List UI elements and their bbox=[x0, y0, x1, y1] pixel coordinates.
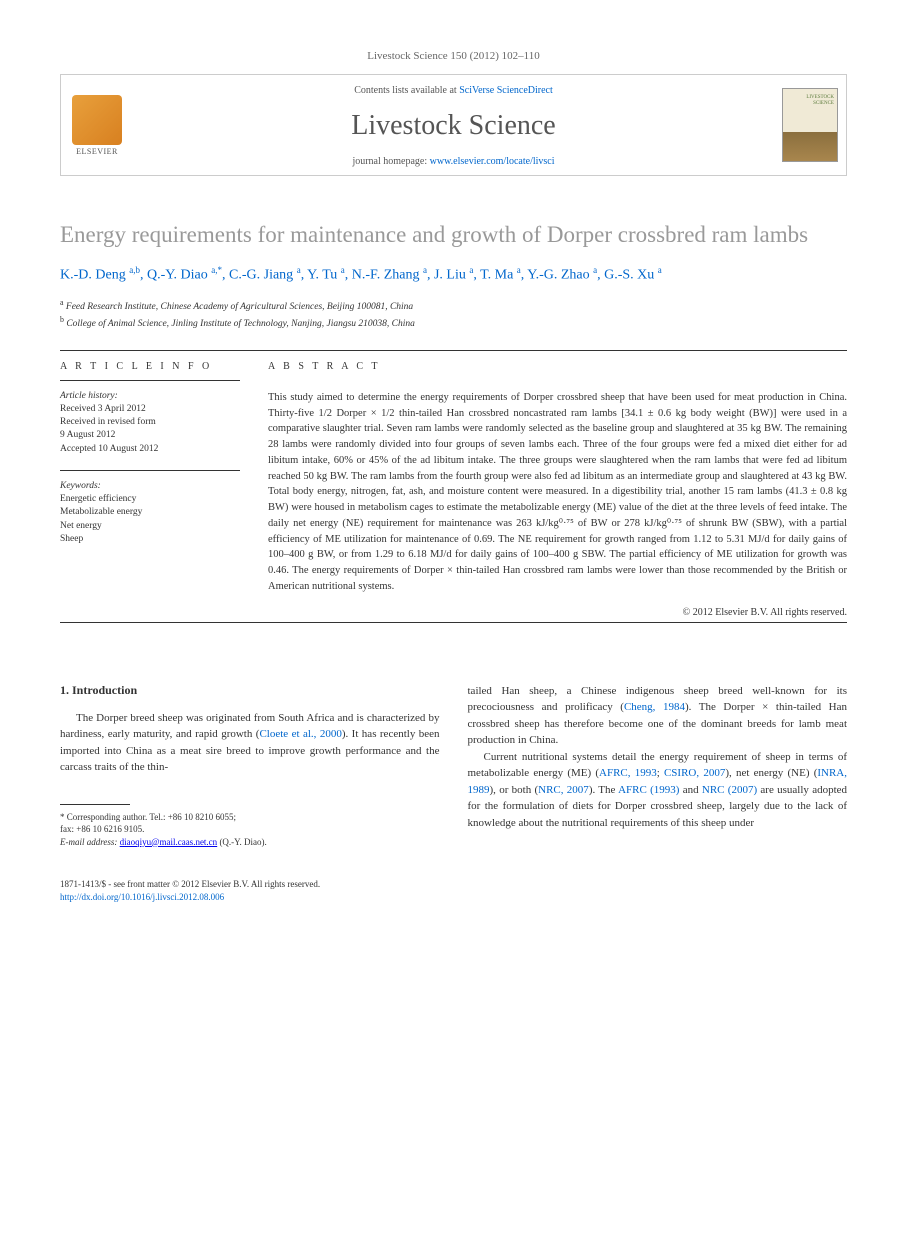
info-divider bbox=[60, 470, 240, 471]
right-column: tailed Han sheep, a Chinese indigenous s… bbox=[468, 683, 848, 849]
keyword: Net energy bbox=[60, 520, 240, 533]
homepage-line: journal homepage: www.elsevier.com/locat… bbox=[133, 156, 774, 167]
article-info-column: A R T I C L E I N F O Article history: R… bbox=[60, 351, 240, 618]
abstract-text: This study aimed to determine the energy… bbox=[268, 390, 847, 595]
citation-link[interactable]: CSIRO, 2007 bbox=[664, 767, 725, 779]
footnote-separator bbox=[60, 804, 130, 805]
keywords-label: Keywords: bbox=[60, 481, 240, 491]
revised-date-2: 9 August 2012 bbox=[60, 429, 240, 442]
contents-prefix: Contents lists available at bbox=[354, 85, 459, 96]
homepage-link[interactable]: www.elsevier.com/locate/livsci bbox=[430, 156, 555, 167]
article-info-heading: A R T I C L E I N F O bbox=[60, 351, 240, 381]
sciencedirect-link[interactable]: SciVerse ScienceDirect bbox=[459, 85, 553, 96]
elsevier-label: ELSEVIER bbox=[76, 147, 118, 156]
abstract-column: A B S T R A C T This study aimed to dete… bbox=[268, 351, 847, 618]
authors-line: K.-D. Deng a,b, Q.-Y. Diao a,*, C.-G. Ji… bbox=[60, 264, 847, 285]
header-center: Contents lists available at SciVerse Sci… bbox=[133, 75, 774, 175]
journal-header-box: ELSEVIER Contents lists available at Sci… bbox=[60, 74, 847, 176]
homepage-prefix: journal homepage: bbox=[352, 156, 429, 167]
email-link[interactable]: diaoqiyu@mail.caas.net.cn bbox=[120, 837, 218, 847]
issn-line: 1871-1413/$ - see front matter © 2012 El… bbox=[60, 878, 847, 891]
page-footer: 1871-1413/$ - see front matter © 2012 El… bbox=[60, 878, 847, 903]
received-date: Received 3 April 2012 bbox=[60, 403, 240, 416]
citation-link[interactable]: AFRC (1993) bbox=[618, 784, 679, 796]
keyword: Energetic efficiency bbox=[60, 493, 240, 506]
introduction-heading: 1. Introduction bbox=[60, 683, 440, 698]
doi-link[interactable]: http://dx.doi.org/10.1016/j.livsci.2012.… bbox=[60, 892, 224, 902]
article-title: Energy requirements for maintenance and … bbox=[60, 221, 847, 250]
abstract-heading: A B S T R A C T bbox=[268, 351, 847, 380]
affiliation-a: a Feed Research Institute, Chinese Acade… bbox=[60, 297, 847, 314]
intro-paragraph-1: The Dorper breed sheep was originated fr… bbox=[60, 710, 440, 776]
citation-link[interactable]: NRC, 2007 bbox=[538, 784, 589, 796]
citation-link[interactable]: Cloete et al., 2000 bbox=[259, 728, 341, 740]
revised-date-1: Received in revised form bbox=[60, 416, 240, 429]
keyword: Metabolizable energy bbox=[60, 506, 240, 519]
left-column: 1. Introduction The Dorper breed sheep w… bbox=[60, 683, 440, 849]
divider bbox=[60, 622, 847, 623]
journal-name: Livestock Science bbox=[133, 110, 774, 142]
keyword: Sheep bbox=[60, 533, 240, 546]
article-history-label: Article history: bbox=[60, 391, 240, 401]
citation-link[interactable]: Cheng, 1984 bbox=[624, 701, 685, 713]
accepted-date: Accepted 10 August 2012 bbox=[60, 443, 240, 456]
intro-paragraph-2: tailed Han sheep, a Chinese indigenous s… bbox=[468, 683, 848, 832]
elsevier-tree-icon bbox=[72, 95, 122, 145]
affiliations: a Feed Research Institute, Chinese Acade… bbox=[60, 297, 847, 332]
cover-image bbox=[782, 88, 838, 162]
elsevier-logo[interactable]: ELSEVIER bbox=[61, 75, 133, 175]
affiliation-b: b College of Animal Science, Jinling Ins… bbox=[60, 314, 847, 331]
journal-cover-thumb bbox=[774, 75, 846, 175]
abstract-copyright: © 2012 Elsevier B.V. All rights reserved… bbox=[268, 607, 847, 618]
journal-reference: Livestock Science 150 (2012) 102–110 bbox=[60, 50, 847, 62]
corresponding-author-footnote: * Corresponding author. Tel.: +86 10 821… bbox=[60, 811, 440, 849]
citation-link[interactable]: NRC (2007) bbox=[702, 784, 757, 796]
citation-link[interactable]: AFRC, 1993 bbox=[599, 767, 657, 779]
contents-available-line: Contents lists available at SciVerse Sci… bbox=[133, 85, 774, 96]
